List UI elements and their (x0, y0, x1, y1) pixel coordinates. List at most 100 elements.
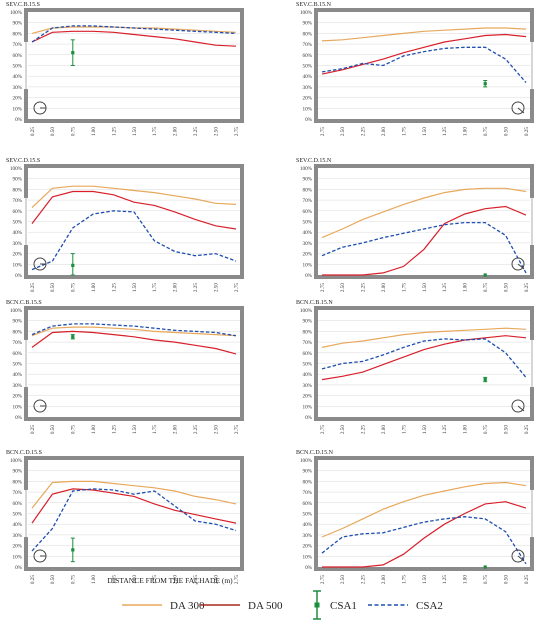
compass-ring (511, 101, 525, 115)
y-tick-label: 80% (302, 479, 312, 485)
x-tick-label: 1.50 (422, 425, 428, 434)
x-tick-label: 1.00 (91, 127, 97, 136)
y-tick-label: 100% (10, 308, 23, 314)
x-tick-label: 0.75 (483, 127, 489, 136)
series-line-csa2 (31, 323, 237, 337)
x-tick-label: 0.25 (524, 575, 530, 584)
x-tick-label: 1.00 (91, 283, 97, 292)
x-tick-label: 0.50 (50, 425, 56, 434)
y-tick-label: 80% (302, 187, 312, 193)
csa1-point (71, 263, 75, 267)
y-tick-label: 30% (12, 383, 22, 389)
x-tick-label: 2.50 (340, 283, 346, 292)
y-tick-label: 10% (302, 554, 312, 560)
y-tick-label: 80% (12, 479, 22, 485)
y-tick-label: 70% (302, 340, 312, 346)
compass-icon (511, 101, 525, 115)
y-tick-label: 10% (302, 262, 312, 268)
x-tick-label: 0.25 (524, 127, 530, 136)
y-tick-label: 20% (302, 394, 312, 400)
x-tick-label: 2.25 (361, 575, 367, 584)
y-tick-label: 0% (15, 565, 23, 571)
chart-panel-8: 0% 10% 20% 30% 40% 50% 60% 70% 80% 90% 100% 2.75 2.5… (296, 450, 535, 584)
y-tick-label: 40% (12, 230, 22, 236)
series-line-da-500 (31, 330, 237, 355)
x-tick-label: 1.75 (401, 283, 407, 292)
y-tick-label: 30% (12, 533, 22, 539)
y-tick-label: 90% (302, 319, 312, 325)
y-tick-label: 0% (15, 415, 23, 421)
x-tick-label: 2.00 (381, 425, 387, 434)
x-tick-label: 2.00 (381, 575, 387, 584)
x-tick-label: 1.75 (152, 283, 158, 292)
x-tick-label: 0.50 (50, 575, 56, 584)
legend-item-csa2: CSA2 (368, 600, 443, 612)
x-tick-label: 0.75 (71, 127, 77, 136)
x-tick-label: 0.75 (71, 575, 77, 584)
x-tick-label: 2.00 (173, 425, 179, 434)
x-tick-label: 1.25 (111, 127, 117, 136)
x-tick-label: 1.75 (152, 127, 158, 136)
y-tick-label: 50% (302, 362, 312, 368)
y-tick-label: 80% (12, 31, 22, 37)
y-tick-label: 90% (302, 21, 312, 27)
csa1-point (483, 273, 487, 277)
y-tick-label: 30% (302, 241, 312, 247)
y-tick-label: 100% (300, 166, 313, 172)
x-tick-label: 1.75 (401, 127, 407, 136)
x-tick-label: 1.50 (422, 283, 428, 292)
chart-panel-2: 0% 10% 20% 30% 40% 50% 60% 70% 80% 90% 100% 2.75 2.5… (296, 2, 535, 136)
series-line-da-500 (322, 205, 527, 276)
y-tick-label: 60% (12, 209, 22, 215)
compass-icon (511, 257, 525, 271)
y-tick-label: 20% (302, 544, 312, 550)
legend-item-csa1: CSA1 (313, 590, 357, 620)
y-tick-label: 60% (302, 53, 312, 59)
x-tick-label: 0.25 (30, 425, 36, 434)
x-tick-label: 1.50 (132, 283, 138, 292)
x-tick-label: 2.25 (193, 575, 199, 584)
x-tick-label: 0.25 (30, 575, 36, 584)
x-tick-label: 1.00 (463, 425, 469, 434)
y-tick-label: 40% (302, 230, 312, 236)
legend-label-csa1: CSA1 (330, 600, 357, 612)
compass-ring (511, 549, 525, 563)
compass-icon (33, 549, 47, 563)
compass-icon (33, 399, 47, 413)
x-tick-label: 2.75 (234, 283, 240, 292)
x-tick-label: 2.00 (381, 283, 387, 292)
y-tick-label: 20% (12, 544, 22, 550)
y-tick-label: 60% (12, 53, 22, 59)
y-tick-label: 70% (302, 42, 312, 48)
x-tick-label: 1.25 (442, 575, 448, 584)
series-line-csa2 (31, 488, 237, 552)
compass-icon (511, 399, 525, 413)
y-tick-label: 10% (12, 554, 22, 560)
x-tick-label: 1.00 (463, 575, 469, 584)
y-tick-label: 40% (302, 372, 312, 378)
series-line-da-300 (31, 185, 237, 209)
x-tick-label: 1.00 (463, 127, 469, 136)
x-tick-label: 0.75 (483, 575, 489, 584)
series-line-da-300 (321, 27, 527, 42)
series-line-da-300 (321, 187, 527, 239)
series-line-csa2 (321, 516, 527, 565)
series-line-da-300 (321, 481, 527, 538)
compass-icon (33, 101, 47, 115)
x-tick-label: 2.00 (173, 127, 179, 136)
y-tick-label: 100% (10, 10, 23, 16)
y-tick-label: 30% (302, 383, 312, 389)
y-tick-label: 100% (10, 458, 23, 464)
x-tick-label: 1.25 (111, 575, 117, 584)
y-tick-label: 20% (12, 252, 22, 258)
y-tick-label: 80% (302, 329, 312, 335)
series-line-da-500 (31, 190, 237, 230)
y-tick-label: 90% (12, 177, 22, 183)
x-tick-label: 0.25 (30, 127, 36, 136)
y-tick-label: 40% (12, 74, 22, 80)
panel-title: SEV.C.D.15.S (6, 158, 40, 164)
y-tick-label: 100% (300, 458, 313, 464)
compass-needle (517, 263, 525, 270)
series-line-da-300 (321, 327, 527, 348)
x-tick-label: 1.25 (442, 127, 448, 136)
